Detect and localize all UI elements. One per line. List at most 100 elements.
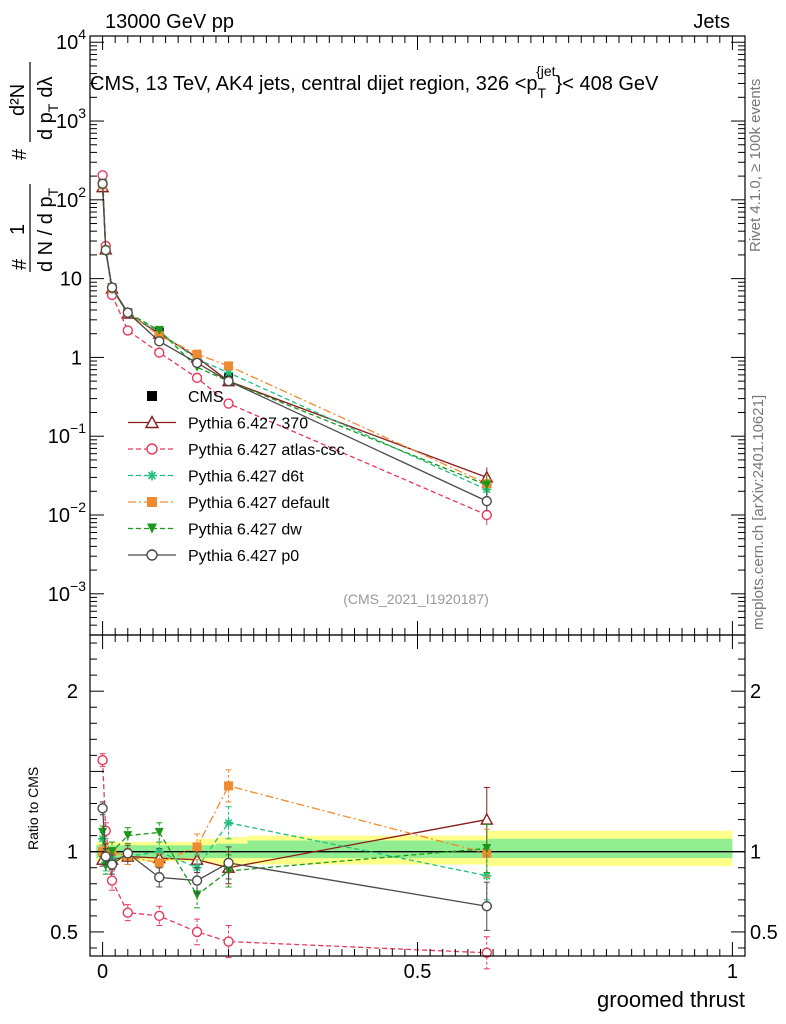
series-line-2 [101, 175, 488, 516]
ratio-point [154, 872, 165, 883]
ratio-point [98, 827, 108, 837]
ratio-plot-area [90, 753, 745, 970]
data-point [154, 330, 164, 340]
data-point [97, 178, 108, 189]
main-plot-area [95, 170, 494, 526]
data-point [122, 307, 133, 318]
x-tick-label: 0 [97, 961, 108, 983]
legend-marker [144, 415, 160, 429]
analysis-watermark: (CMS_2021_I1920187) [343, 591, 489, 607]
legend-entry: Pythia 6.427 370 [188, 416, 308, 433]
data-point [191, 372, 203, 384]
svg-text:#: # [9, 258, 31, 270]
ratio-point [191, 875, 203, 886]
ratio-point [480, 812, 494, 825]
svg-text:#: # [9, 148, 31, 160]
data-point [122, 325, 133, 336]
x-tick-label: 0.5 [404, 961, 432, 983]
data-point [106, 282, 118, 293]
ratio-line-1 [101, 760, 487, 954]
data-point [191, 357, 203, 369]
ratio-band-stat [486, 838, 733, 859]
ratio-point [224, 818, 234, 828]
svg-text:d²N: d²N [7, 84, 29, 116]
ratio-y-tick-label: 0.5 [50, 922, 78, 944]
ratio-point [154, 910, 165, 922]
svg-text:d pTdλ: d pTdλ [35, 77, 61, 141]
legend-entry: Pythia 6.427 p0 [188, 548, 299, 565]
data-point [481, 509, 492, 521]
legend-marker [146, 443, 158, 455]
legend-entry: Pythia 6.427 d6t [188, 469, 304, 486]
ratio-point [123, 831, 133, 841]
ratio-point [106, 875, 118, 886]
legend-marker [146, 549, 158, 561]
ratio-frame [89, 634, 746, 957]
ratio-point [223, 936, 234, 947]
legend-entry: CMS [188, 389, 224, 406]
ratio-point [154, 847, 164, 857]
data-point [481, 495, 492, 507]
ratio-point [97, 803, 108, 814]
legend-entry: Pythia 6.427 default [188, 495, 330, 512]
data-point [192, 349, 202, 359]
main-frame [89, 35, 746, 636]
data-point [97, 170, 108, 181]
data-point [154, 325, 164, 335]
header-right: Jets [693, 11, 730, 33]
ratio-point [97, 754, 108, 766]
ratio-point [100, 851, 111, 862]
data-point [154, 336, 165, 347]
rivet-label: Rivet 4.1.0, ≥ 100k events [747, 79, 764, 252]
y-tick-label: 10−1 [48, 420, 86, 448]
data-point [482, 480, 492, 490]
y-tick-label: 102 [56, 184, 86, 212]
y-tick-label: 104 [56, 26, 86, 54]
y-tick-label: 103 [56, 105, 86, 133]
ratio-point [482, 848, 492, 858]
data-point [223, 375, 234, 387]
x-axis-label: groomed thrust [597, 987, 745, 1012]
chart-title: CMS, 13 TeV, AK4 jets, central dijet reg… [90, 63, 659, 101]
header-left: 13000 GeV pp [105, 11, 234, 33]
ratio-band-stat [247, 840, 487, 859]
ratio-point [481, 947, 492, 958]
ratio-y-tick-label-right: 1 [750, 842, 761, 864]
x-tick-label: 1 [727, 961, 738, 983]
ratio-point [223, 857, 234, 869]
ratio-point [192, 842, 202, 852]
ratio-point [122, 848, 133, 859]
legend-marker [147, 523, 157, 534]
ratio-point [122, 907, 133, 918]
ratio-point [191, 926, 203, 938]
ratio-band-stat [215, 843, 248, 859]
legend-marker [147, 497, 157, 507]
main-y-axis-label: # 1 d N / d pT # d²N d pTdλ [7, 62, 61, 272]
ratio-point [154, 858, 164, 868]
ratio-point [224, 781, 234, 791]
svg-text:d N / d pT: d N / d pT [35, 187, 61, 272]
ratio-y-tick-label: 2 [67, 681, 78, 703]
data-point [224, 368, 234, 378]
ratio-y-tick-label-right: 2 [750, 681, 761, 703]
ratio-point [192, 890, 202, 900]
legend-marker [147, 470, 157, 481]
data-point [100, 244, 111, 256]
ratio-point [482, 843, 492, 853]
data-point [224, 361, 234, 371]
axes: 10−3 10−2 10−1 1 10 102 103 104 0 0.5 1 0.5 0.5 1 1 2 2 [48, 26, 778, 983]
legend: CMS Pythia 6.427 370 Pythia 6.427 atlas-cs… [128, 389, 345, 565]
ratio-y-axis-label: Ratio to CMS [25, 767, 41, 850]
legend-entry: Pythia 6.427 dw [188, 522, 302, 539]
ratio-point [107, 847, 117, 857]
ratio-point [481, 901, 492, 912]
ratio-y-tick-label-right: 0.5 [750, 922, 778, 944]
y-tick-label: 10−2 [48, 499, 86, 527]
y-tick-label: 1 [71, 347, 82, 369]
data-point [223, 398, 234, 409]
y-tick-label: 10 [60, 269, 82, 291]
ratio-y-tick-label: 1 [67, 842, 78, 864]
y-tick-label: 10−3 [48, 578, 86, 606]
